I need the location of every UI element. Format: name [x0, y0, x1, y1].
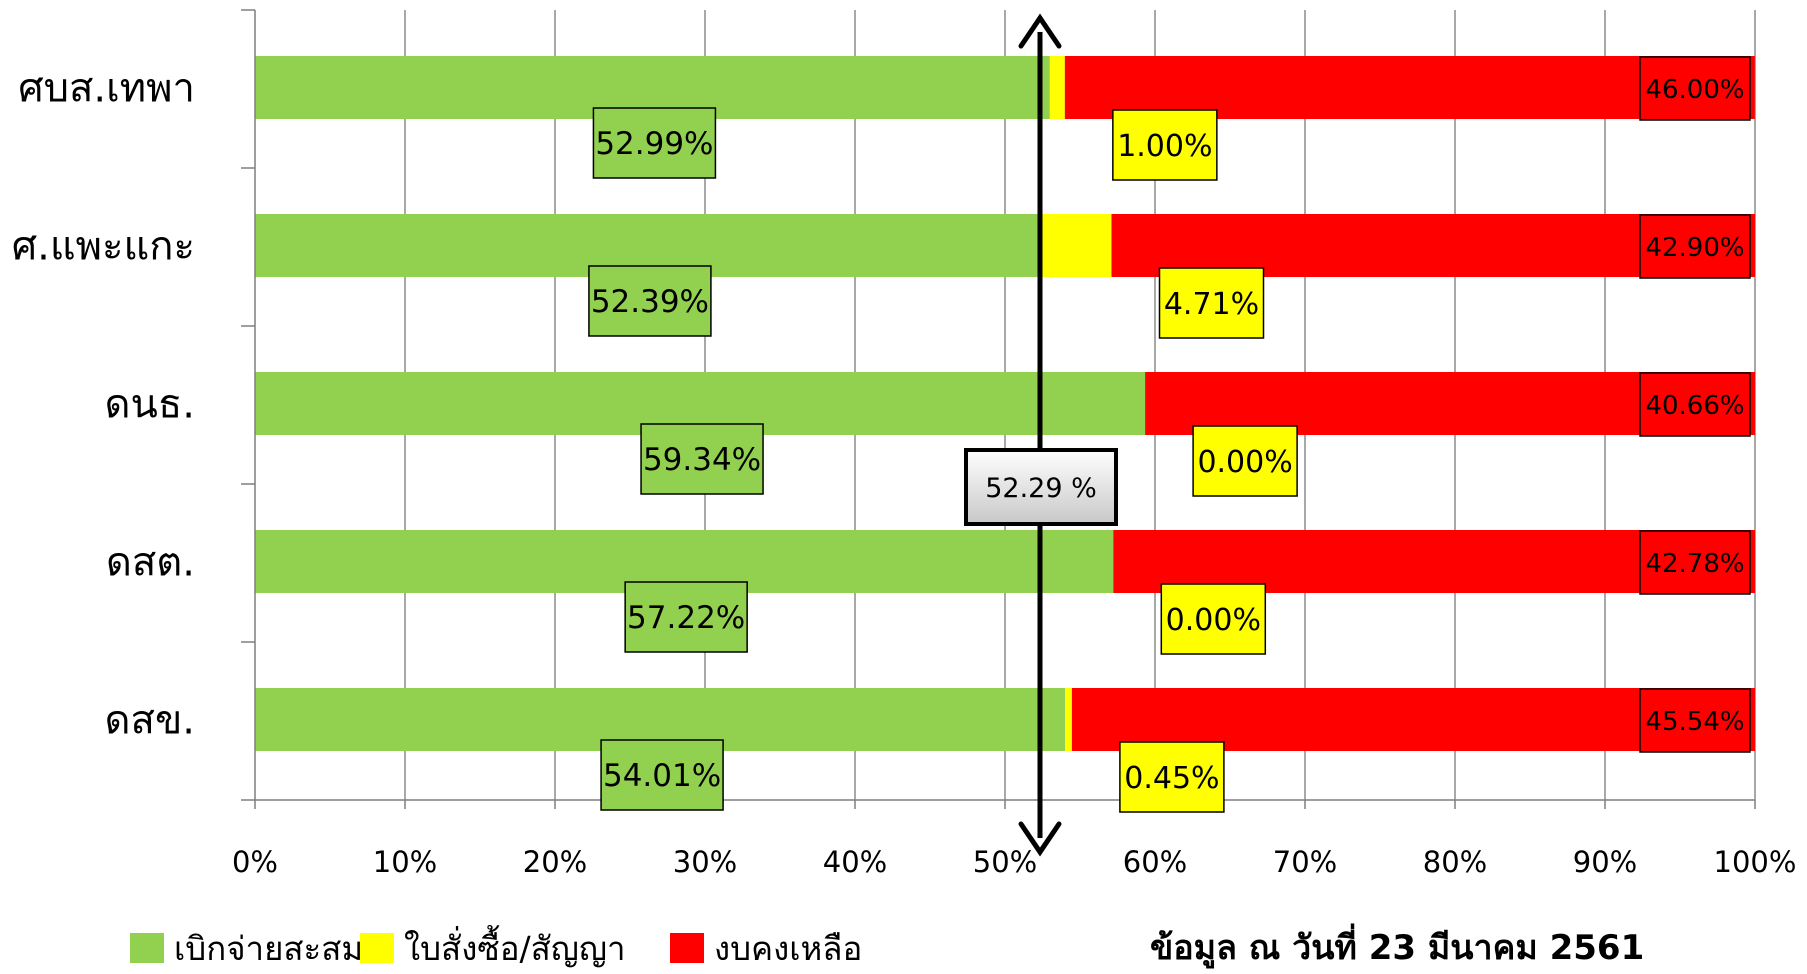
label-po-box: [1112, 109, 1218, 181]
x-tick-label: 100%: [1714, 845, 1797, 879]
category-label: ดสข.: [105, 698, 195, 744]
label-remaining: 40.66%: [1639, 372, 1751, 437]
label-remaining-text: 45.54%: [1645, 707, 1744, 737]
legend-item: ใบสั่งซื้อ/สัญญา: [360, 925, 626, 968]
x-tick-label: 60%: [1123, 845, 1187, 879]
bar-segment: [1040, 214, 1112, 277]
legend-label: เบิกจ่ายสะสม: [174, 929, 363, 968]
bar-segment: [1049, 56, 1065, 119]
legend-swatch: [130, 933, 164, 963]
label-po-text: 0.45%: [1124, 761, 1219, 796]
label-po-box: [1119, 741, 1225, 813]
label-spent: 57.22%: [624, 581, 748, 653]
label-po-text: 1.00%: [1117, 129, 1212, 164]
label-remaining-box: [1639, 688, 1751, 753]
label-po-text: 0.00%: [1166, 603, 1261, 638]
label-po-text: 4.71%: [1164, 287, 1259, 322]
x-tick-label: 90%: [1573, 845, 1637, 879]
x-tick-label: 20%: [523, 845, 587, 879]
label-spent-text: 52.39%: [591, 284, 709, 320]
reference-label-text: 52.29 %: [985, 473, 1097, 504]
axes: 0% 10% 20% 30% 40% 50% 60% 70% 80% 90% 100% ศบส.เทพ…: [12, 9, 1797, 879]
label-spent: 52.99%: [592, 107, 717, 179]
category-label: ดนธ.: [105, 382, 195, 428]
label-spent-text: 52.99%: [595, 126, 713, 162]
label-spent: 59.34%: [640, 423, 764, 495]
x-tick-label: 0%: [232, 845, 278, 879]
label-remaining-box: [1639, 214, 1751, 279]
x-tick-label: 40%: [823, 845, 887, 879]
label-spent: 54.01%: [600, 739, 724, 811]
category-label: ดสต.: [106, 540, 195, 586]
label-spent-box: [640, 423, 764, 495]
label-remaining: 46.00%: [1639, 56, 1751, 121]
label-po-box: [1192, 425, 1298, 497]
legend-item: งบคงเหลือ: [670, 929, 862, 968]
label-remaining-text: 42.78%: [1645, 549, 1744, 579]
x-tick-label: 70%: [1273, 845, 1337, 879]
label-spent-box: [624, 581, 748, 653]
label-po-box: [1160, 583, 1267, 655]
label-spent-text: 54.01%: [603, 758, 721, 794]
label-spent-box: [588, 265, 712, 337]
label-remaining-box: [1639, 56, 1751, 121]
label-spent-text: 59.34%: [643, 442, 761, 478]
label-po-text: 0.00%: [1197, 445, 1292, 480]
label-remaining-text: 42.90%: [1645, 233, 1744, 263]
label-spent: 52.39%: [588, 265, 712, 337]
legend-label: งบคงเหลือ: [714, 929, 862, 968]
x-tick-label: 50%: [973, 845, 1037, 879]
legend-swatch: [360, 933, 394, 963]
label-po: 4.71%: [1158, 267, 1265, 339]
category-label: ศบส.เทพา: [18, 66, 195, 112]
data-labels: 52.99% 1.00% 46.00% 52.39% 4.71% 42.90% 59.34%…: [588, 56, 1751, 813]
arrow-down-icon: [1018, 821, 1062, 857]
legend-item: เบิกจ่ายสะสม: [130, 929, 363, 968]
label-remaining: 42.90%: [1639, 214, 1751, 279]
label-remaining-box: [1639, 372, 1751, 437]
label-remaining-text: 40.66%: [1645, 391, 1744, 421]
legend: เบิกจ่ายสะสม ใบสั่งซื้อ/สัญญา งบคงเหลือ: [130, 925, 862, 968]
label-po-box: [1158, 267, 1265, 339]
label-po: 0.45%: [1119, 741, 1225, 813]
label-spent-box: [592, 107, 717, 179]
label-remaining: 45.54%: [1639, 688, 1751, 753]
label-remaining-box: [1639, 530, 1751, 595]
reference-label-box: [964, 448, 1118, 526]
arrow-up-icon: [1018, 13, 1062, 49]
label-remaining: 42.78%: [1639, 530, 1751, 595]
label-remaining-text: 46.00%: [1645, 75, 1744, 105]
x-tick-label: 10%: [373, 845, 437, 879]
legend-swatch: [670, 933, 704, 963]
bar-segment: [1065, 688, 1072, 751]
label-po: 1.00%: [1112, 109, 1218, 181]
data-date-note: ข้อมูล ณ วันที่ 23 มีนาคม 2561: [1150, 928, 1645, 968]
x-tick-label: 30%: [673, 845, 737, 879]
label-po: 0.00%: [1192, 425, 1298, 497]
label-spent-box: [600, 739, 724, 811]
reference-line: 52.29 %: [964, 13, 1118, 857]
legend-label: ใบสั่งซื้อ/สัญญา: [404, 925, 626, 968]
label-spent-text: 57.22%: [627, 600, 745, 636]
label-po: 0.00%: [1160, 583, 1267, 655]
x-tick-label: 80%: [1423, 845, 1487, 879]
category-label: ศ.แพะแกะ: [12, 224, 195, 270]
